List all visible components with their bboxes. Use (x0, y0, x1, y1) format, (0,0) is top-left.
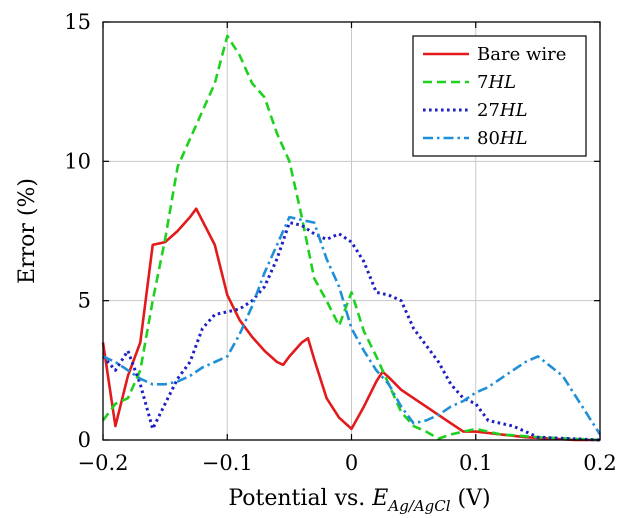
x-axis-title-var: E (371, 486, 388, 511)
ticks (102, 21, 601, 441)
series-group (101, 34, 602, 442)
legend-box (412, 35, 587, 157)
x-axis-title-subscript: Ag/AgCl (386, 497, 450, 515)
y-axis-title: Error (%) (15, 178, 40, 284)
x-axis-title-prefix: Potential vs. (228, 486, 372, 511)
x-axis-title: Potential vs. EAg/AgCl (V) (228, 486, 490, 515)
legend-label: Bare wire (477, 44, 566, 65)
legend-label: 7HL (477, 72, 516, 93)
x-tick-label: 0.2 (583, 451, 616, 475)
x-tick-label: 0.1 (459, 451, 492, 475)
series-line-bare-wire (101, 207, 600, 442)
legend-label: 27HL (477, 100, 528, 121)
y-tick-label: 5 (78, 289, 91, 313)
y-tick-label: 0 (78, 428, 91, 452)
x-tick-label: 0 (345, 451, 358, 475)
x-tick-label: −0.2 (78, 451, 129, 475)
x-tick-label: −0.1 (202, 451, 253, 475)
legend: Bare wire 7HL 27HL 80HL (412, 35, 587, 157)
tick-labels: −0.2 −0.1 0 0.1 0.2 0 5 10 15 (64, 10, 616, 475)
series-line-80hl (102, 215, 602, 436)
legend-items: Bare wire 7HL 27HL 80HL (423, 44, 566, 149)
x-axis-title-suffix: (V) (451, 486, 491, 511)
y-tick-label: 15 (64, 10, 91, 34)
y-tick-label: 10 (64, 149, 91, 173)
legend-label: 80HL (477, 128, 528, 149)
series-line-7hl (101, 34, 601, 442)
